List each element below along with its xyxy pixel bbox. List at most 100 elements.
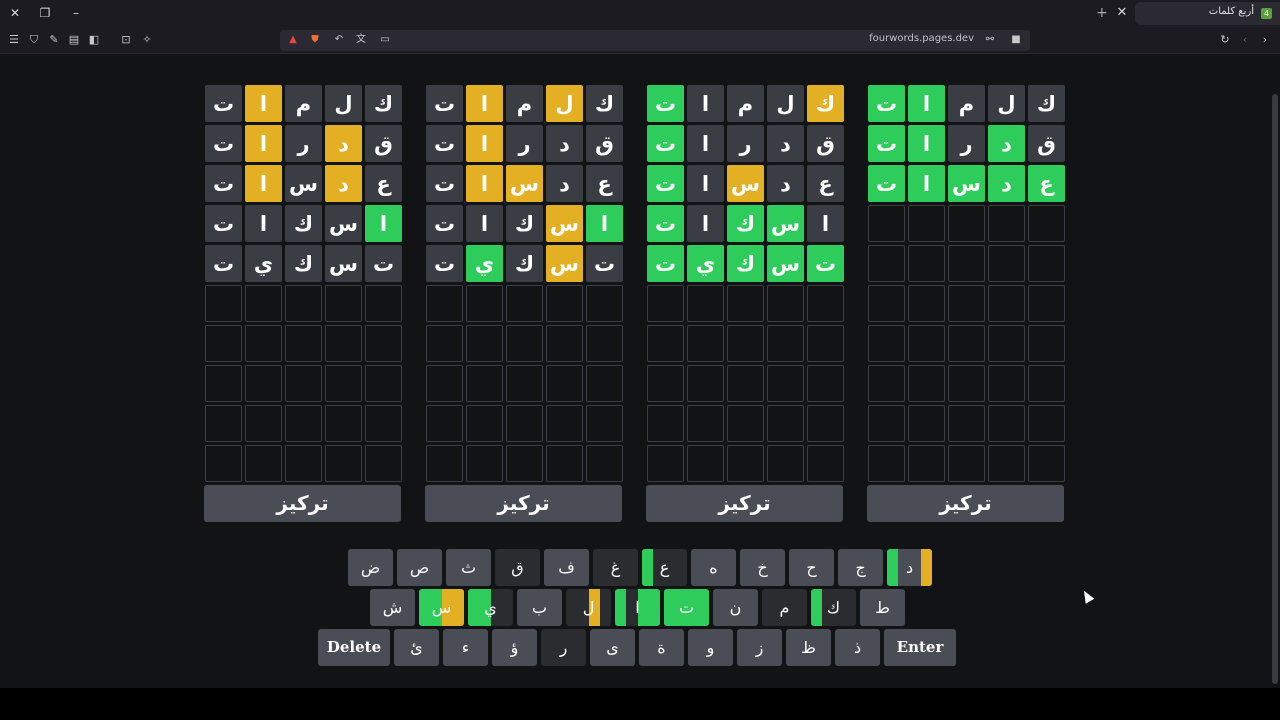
- forward-icon[interactable]: ›: [1262, 33, 1268, 46]
- letter-tile: ك: [727, 205, 764, 242]
- minimize-window-icon[interactable]: –: [73, 6, 79, 20]
- letter-key[interactable]: ي: [468, 589, 513, 626]
- empty-tile: [807, 285, 844, 322]
- letter-tile: ت: [205, 165, 242, 202]
- brave-shield-icon[interactable]: ⛊: [311, 34, 319, 45]
- shield-icon[interactable]: ⛉: [29, 33, 39, 46]
- letter-tile: ل: [325, 85, 362, 122]
- letter-key[interactable]: ى: [590, 629, 635, 666]
- empty-tile: [365, 325, 402, 362]
- board-status-mark: [920, 549, 932, 586]
- empty-tile: [586, 445, 623, 482]
- letter-key[interactable]: ك: [811, 589, 856, 626]
- empty-tile: [586, 285, 623, 322]
- empty-tile: [466, 405, 503, 442]
- address-bar[interactable]: ▲ ⛊ ↶ 文 ▭ fourwords.pages.dev ⚯ ■: [280, 30, 1030, 51]
- empty-tile: [506, 285, 543, 322]
- warning-icon[interactable]: ▲: [289, 34, 297, 45]
- letter-key[interactable]: ب: [517, 589, 562, 626]
- letter-tile: ا: [807, 205, 844, 242]
- letter-key[interactable]: ف: [544, 549, 589, 586]
- empty-tile: [325, 325, 362, 362]
- board-status-mark: [419, 589, 442, 626]
- key-label: ء: [461, 638, 470, 657]
- letter-key[interactable]: ه: [691, 549, 736, 586]
- bookmark-icon[interactable]: ■: [1011, 34, 1021, 45]
- empty-tile: [647, 325, 684, 362]
- delete-key[interactable]: Delete: [318, 629, 390, 666]
- letter-key[interactable]: ح: [789, 549, 834, 586]
- link-icon[interactable]: ⚯: [985, 34, 995, 45]
- sidebar-icon[interactable]: ◧: [88, 33, 100, 46]
- empty-tile: [325, 365, 362, 402]
- tab-list-icon[interactable]: ▤: [68, 33, 80, 46]
- tab-close-icon[interactable]: ✕: [1116, 5, 1128, 20]
- empty-tile: [988, 365, 1025, 402]
- letter-key[interactable]: ذ: [835, 629, 880, 666]
- letter-tile: ل: [988, 85, 1025, 122]
- back-icon[interactable]: ‹: [1242, 33, 1248, 46]
- empty-tile: [988, 405, 1025, 442]
- pen-icon[interactable]: ✎: [49, 33, 59, 46]
- empty-tile: [546, 405, 583, 442]
- url-text[interactable]: fourwords.pages.dev: [869, 33, 974, 44]
- letter-key[interactable]: ط: [860, 589, 905, 626]
- letter-key[interactable]: ة: [639, 629, 684, 666]
- letter-tile: ك: [506, 205, 543, 242]
- letter-key[interactable]: و: [688, 629, 733, 666]
- letter-key[interactable]: م: [762, 589, 807, 626]
- letter-key[interactable]: ؤ: [492, 629, 537, 666]
- letter-key[interactable]: ز: [737, 629, 782, 666]
- letter-key[interactable]: ء: [443, 629, 488, 666]
- letter-key[interactable]: خ: [740, 549, 785, 586]
- empty-tile: [647, 365, 684, 402]
- letter-key[interactable]: ش: [370, 589, 415, 626]
- letter-key[interactable]: ت: [664, 589, 709, 626]
- menu-icon[interactable]: ☰: [9, 33, 19, 46]
- reload-icon[interactable]: ↻: [1220, 33, 1230, 46]
- letter-key[interactable]: ع: [642, 549, 687, 586]
- translate-icon[interactable]: 文: [356, 34, 366, 45]
- letter-key[interactable]: ن: [713, 589, 758, 626]
- focus-button[interactable]: تركيز: [646, 485, 843, 522]
- letter-key[interactable]: د: [887, 549, 932, 586]
- letter-key[interactable]: ظ: [786, 629, 831, 666]
- enter-key[interactable]: Enter: [884, 629, 956, 666]
- letter-key[interactable]: ئ: [394, 629, 439, 666]
- letter-key[interactable]: غ: [593, 549, 638, 586]
- empty-tile: [1028, 245, 1065, 282]
- letter-tile: ق: [807, 125, 844, 162]
- letter-tile: ا: [687, 165, 724, 202]
- empty-tile: [365, 445, 402, 482]
- key-label: ه: [709, 558, 718, 577]
- letter-key[interactable]: ق: [495, 549, 540, 586]
- empty-tile: [546, 285, 583, 322]
- scroll-thumb[interactable]: [1272, 94, 1278, 684]
- focus-button[interactable]: تركيز: [204, 485, 401, 522]
- letter-key[interactable]: ض: [348, 549, 393, 586]
- key-label: ز: [755, 638, 764, 657]
- focus-button[interactable]: تركيز: [867, 485, 1064, 522]
- page-scrollbar[interactable]: [1270, 54, 1280, 688]
- board-3: ك ل م ا ت ق د ر ا ت ع د س ا ت ا س ك ا ت ت س ك ي ت تركيز: [646, 85, 844, 522]
- browser-tab[interactable]: ✕ أربع كلمات 4: [1117, 2, 1280, 25]
- letter-key[interactable]: ل: [566, 589, 611, 626]
- empty-tile: [868, 205, 905, 242]
- close-window-icon[interactable]: ✕: [9, 6, 21, 20]
- letter-key[interactable]: ر: [541, 629, 586, 666]
- key-label: ف: [558, 558, 575, 577]
- screenshot-icon[interactable]: ⊡: [121, 33, 131, 46]
- letter-tile: ت: [647, 85, 684, 122]
- letter-key[interactable]: ا: [615, 589, 660, 626]
- new-tab-icon[interactable]: +: [1096, 5, 1108, 21]
- letter-key[interactable]: ث: [446, 549, 491, 586]
- letter-key[interactable]: ص: [397, 549, 442, 586]
- cast-icon[interactable]: ▭: [380, 34, 390, 45]
- focus-button[interactable]: تركيز: [425, 485, 622, 522]
- empty-tile: [285, 325, 322, 362]
- letter-key[interactable]: س: [419, 589, 464, 626]
- letter-key[interactable]: ج: [838, 549, 883, 586]
- restore-window-icon[interactable]: ❐: [39, 6, 51, 20]
- extensions-icon[interactable]: ✧: [142, 33, 152, 46]
- history-icon[interactable]: ↶: [334, 34, 344, 45]
